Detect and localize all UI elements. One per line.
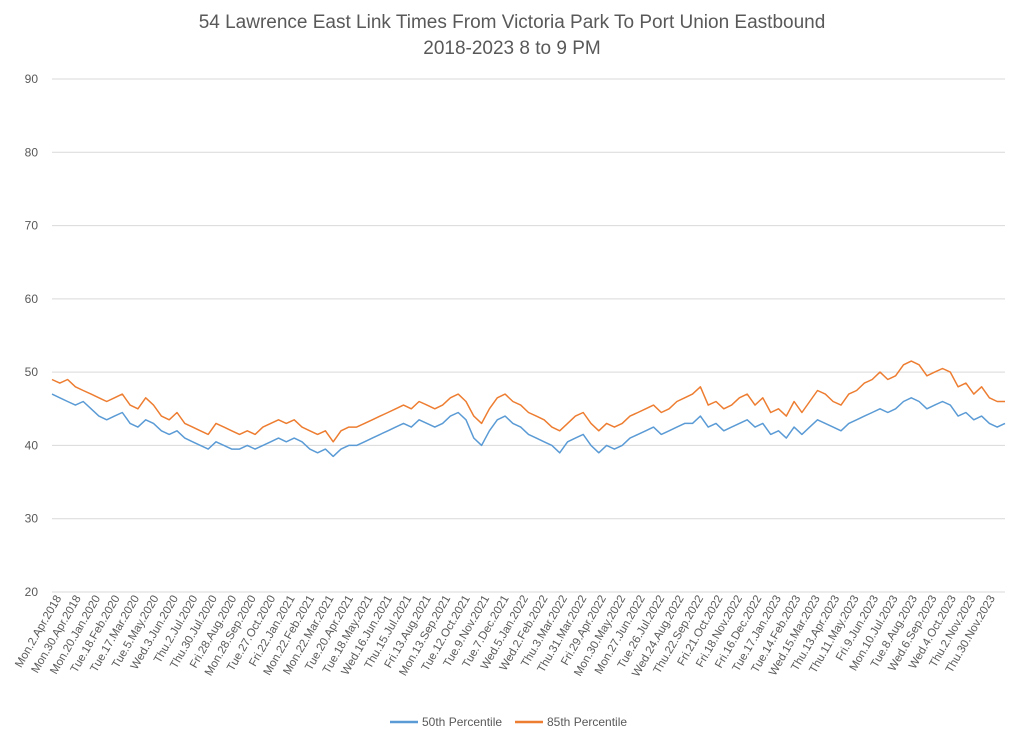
y-tick-label: 60 <box>25 292 39 306</box>
series-lines <box>51 360 1006 458</box>
chart-title: 54 Lawrence East Link Times From Victori… <box>199 12 826 33</box>
y-tick-label: 80 <box>25 145 39 159</box>
y-tick-label: 40 <box>25 438 39 452</box>
legend: 50th Percentile 85th Percentile <box>390 715 627 729</box>
y-tick-label: 90 <box>25 72 39 86</box>
series-line-50th-percentile <box>51 393 1006 458</box>
y-tick-label: 70 <box>25 219 39 233</box>
x-axis-ticks: Mon.2.Apr.2018Mon.30.Apr.2018Mon.20.Jan.… <box>13 594 998 680</box>
y-tick-label: 20 <box>25 585 39 599</box>
legend-entry: 85th Percentile <box>547 715 627 729</box>
gridlines <box>52 78 1005 593</box>
y-tick-label: 50 <box>25 365 39 379</box>
y-tick-label: 30 <box>25 512 39 526</box>
series-line-85th-percentile <box>51 360 1005 443</box>
legend-entry: 50th Percentile <box>422 715 502 729</box>
chart-subtitle: 2018-2023 8 to 9 PM <box>423 38 600 59</box>
y-axis-ticks: 20 30 40 50 60 70 80 90 <box>25 72 39 599</box>
